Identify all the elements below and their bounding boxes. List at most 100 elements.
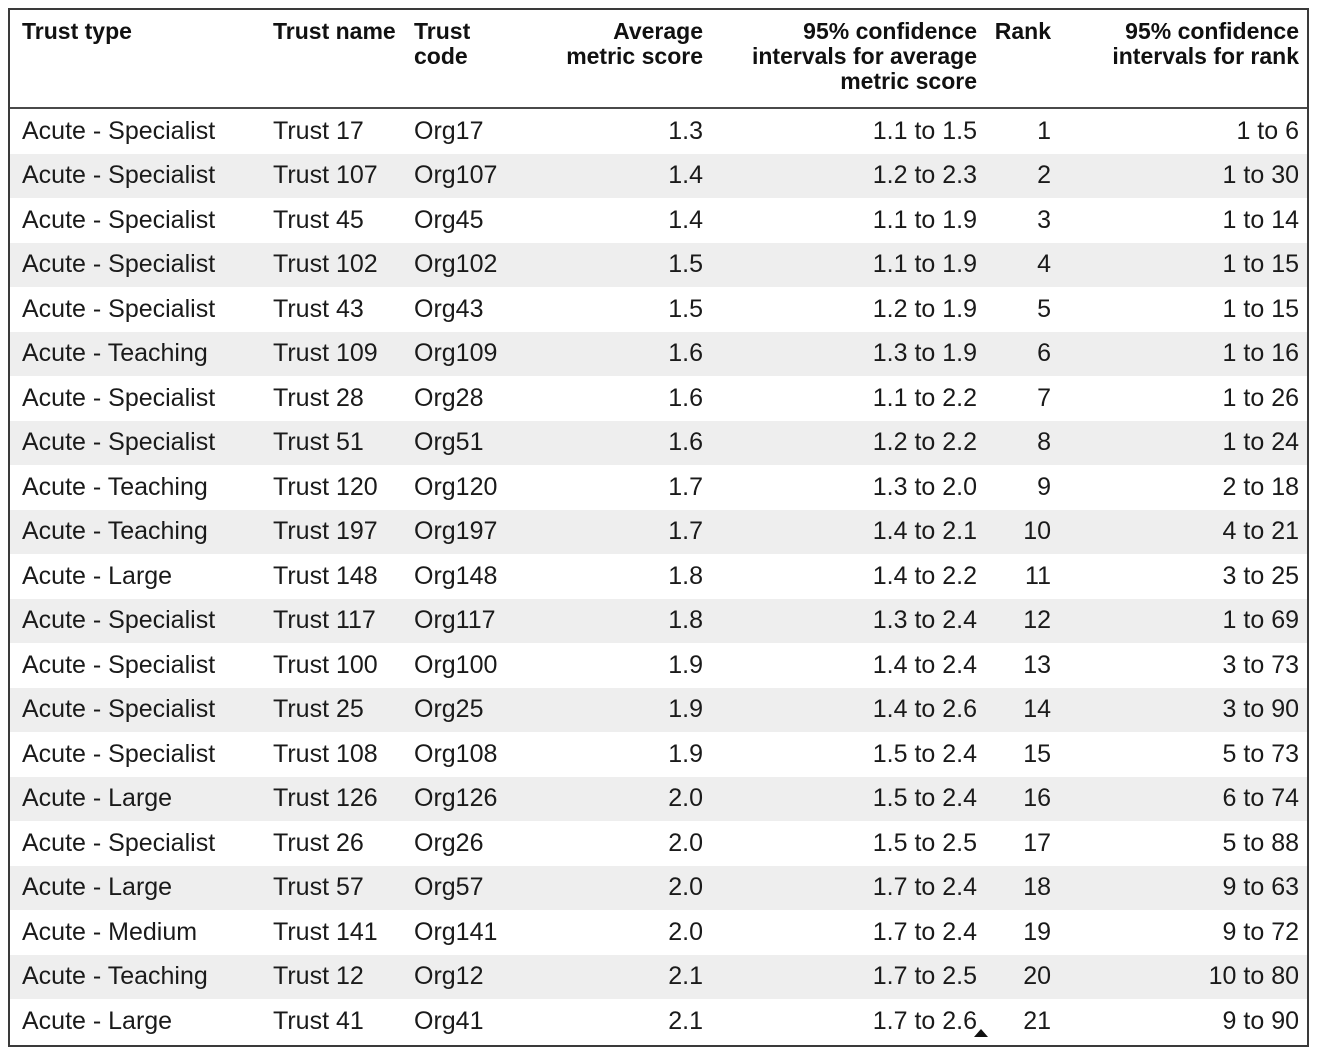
cell-ci-average-metric-score: 1.4 to 2.1: [711, 509, 985, 554]
cell-rank: 20: [985, 954, 1087, 999]
cell-ci-rank: 1 to 15: [1087, 287, 1307, 332]
cell-trust-code: Org197: [406, 509, 512, 554]
cell-rank: 8: [985, 420, 1087, 465]
cell-trust-code: Org26: [406, 821, 512, 866]
cell-ci-rank: 1 to 30: [1087, 153, 1307, 198]
table-row: Acute - Specialist Trust 43 Org43 1.5 1.2 to…: [10, 287, 1307, 332]
cell-ci-average-metric-score: 1.4 to 2.2: [711, 554, 985, 599]
cell-average-metric-score: 2.0: [512, 910, 711, 955]
table-header: Trust type Trust name Trust code Average…: [10, 10, 1307, 109]
cell-rank: 18: [985, 865, 1087, 910]
table-row: Acute - Teaching Trust 120 Org120 1.7 1.3 to…: [10, 465, 1307, 510]
cell-average-metric-score: 1.8: [512, 554, 711, 599]
cell-rank: 3: [985, 198, 1087, 243]
cell-trust-name: Trust 41: [265, 999, 406, 1044]
cell-rank: 5: [985, 287, 1087, 332]
table-row: Acute - Teaching Trust 197 Org197 1.7 1.4 to…: [10, 509, 1307, 554]
cell-trust-type: Acute - Teaching: [10, 331, 265, 376]
header-ci-average-metric-score-label: 95% confidence intervals for average met…: [751, 18, 977, 94]
cell-average-metric-score: 1.9: [512, 643, 711, 688]
cell-trust-code: Org108: [406, 732, 512, 777]
header-trust-name[interactable]: Trust name: [265, 10, 406, 109]
cell-trust-code: Org102: [406, 242, 512, 287]
cell-rank: 10: [985, 509, 1087, 554]
cell-average-metric-score: 1.6: [512, 331, 711, 376]
table-row: Acute - Large Trust 126 Org126 2.0 1.5 to 2.…: [10, 776, 1307, 821]
cell-rank: 12: [985, 598, 1087, 643]
cell-trust-type: Acute - Specialist: [10, 376, 265, 421]
cell-trust-code: Org25: [406, 687, 512, 732]
cell-average-metric-score: 1.6: [512, 376, 711, 421]
cell-ci-average-metric-score: 1.7 to 2.4: [711, 910, 985, 955]
cell-ci-average-metric-score: 1.1 to 1.5: [711, 108, 985, 154]
cell-trust-name: Trust 108: [265, 732, 406, 777]
cell-trust-type: Acute - Specialist: [10, 153, 265, 198]
cell-trust-name: Trust 12: [265, 954, 406, 999]
cell-trust-type: Acute - Specialist: [10, 821, 265, 866]
cell-average-metric-score: 1.5: [512, 242, 711, 287]
table-row: Acute - Specialist Trust 117 Org117 1.8 1.3 …: [10, 598, 1307, 643]
cell-ci-rank: 2 to 18: [1087, 465, 1307, 510]
cell-trust-type: Acute - Large: [10, 999, 265, 1044]
cell-trust-name: Trust 45: [265, 198, 406, 243]
cell-average-metric-score: 2.0: [512, 821, 711, 866]
cell-ci-rank: 3 to 25: [1087, 554, 1307, 599]
cell-trust-name: Trust 25: [265, 687, 406, 732]
cell-rank: 21: [985, 999, 1087, 1044]
cell-trust-code: Org51: [406, 420, 512, 465]
header-trust-type[interactable]: Trust type: [10, 10, 265, 109]
cell-trust-type: Acute - Specialist: [10, 420, 265, 465]
cell-ci-average-metric-score: 1.3 to 2.4: [711, 598, 985, 643]
table-row: Acute - Specialist Trust 26 Org26 2.0 1.5 to…: [10, 821, 1307, 866]
cell-rank: 15: [985, 732, 1087, 777]
cell-trust-code: Org148: [406, 554, 512, 599]
cell-trust-code: Org107: [406, 153, 512, 198]
cell-ci-rank: 6 to 74: [1087, 776, 1307, 821]
cell-ci-average-metric-score: 1.7 to 2.5: [711, 954, 985, 999]
cell-trust-type: Acute - Specialist: [10, 687, 265, 732]
cell-rank: 1: [985, 108, 1087, 154]
cell-ci-average-metric-score: 1.3 to 2.0: [711, 465, 985, 510]
table-row: Acute - Specialist Trust 108 Org108 1.9 1.5 …: [10, 732, 1307, 777]
cell-ci-rank: 1 to 69: [1087, 598, 1307, 643]
table-body: Acute - Specialist Trust 17 Org17 1.3 1.1 to…: [10, 108, 1307, 1044]
cell-trust-name: Trust 100: [265, 643, 406, 688]
cell-rank: 4: [985, 242, 1087, 287]
table-row: Acute - Teaching Trust 109 Org109 1.6 1.3 to…: [10, 331, 1307, 376]
cell-average-metric-score: 1.6: [512, 420, 711, 465]
table-row: Acute - Large Trust 41 Org41 2.1 1.7 to 2.6 2…: [10, 999, 1307, 1044]
cell-trust-type: Acute - Specialist: [10, 598, 265, 643]
cell-trust-name: Trust 120: [265, 465, 406, 510]
cell-trust-name: Trust 57: [265, 865, 406, 910]
sort-ascending-icon[interactable]: [974, 1029, 988, 1037]
cell-trust-code: Org120: [406, 465, 512, 510]
header-ci-average-metric-score[interactable]: 95% confidence intervals for average met…: [711, 10, 985, 109]
cell-ci-average-metric-score: 1.1 to 1.9: [711, 242, 985, 287]
cell-rank: 2: [985, 153, 1087, 198]
cell-average-metric-score: 1.8: [512, 598, 711, 643]
cell-ci-rank: 9 to 90: [1087, 999, 1307, 1044]
cell-trust-code: Org45: [406, 198, 512, 243]
cell-trust-type: Acute - Specialist: [10, 242, 265, 287]
header-rank[interactable]: Rank: [985, 10, 1087, 109]
header-row: Trust type Trust name Trust code Average…: [10, 10, 1307, 109]
cell-trust-name: Trust 197: [265, 509, 406, 554]
cell-trust-name: Trust 107: [265, 153, 406, 198]
cell-trust-type: Acute - Specialist: [10, 198, 265, 243]
cell-rank: 19: [985, 910, 1087, 955]
table-row: Acute - Specialist Trust 51 Org51 1.6 1.2 to…: [10, 420, 1307, 465]
cell-ci-rank: 1 to 15: [1087, 242, 1307, 287]
cell-trust-type: Acute - Specialist: [10, 643, 265, 688]
cell-trust-code: Org100: [406, 643, 512, 688]
cell-trust-code: Org141: [406, 910, 512, 955]
cell-ci-rank: 5 to 73: [1087, 732, 1307, 777]
header-rank-label: Rank: [994, 18, 1051, 44]
header-average-metric-score[interactable]: Average metric score: [512, 10, 711, 109]
cell-ci-rank: 3 to 90: [1087, 687, 1307, 732]
cell-ci-rank: 9 to 72: [1087, 910, 1307, 955]
cell-trust-type: Acute - Large: [10, 865, 265, 910]
header-trust-code[interactable]: Trust code: [406, 10, 512, 109]
header-ci-rank[interactable]: 95% confidence intervals for rank: [1087, 10, 1307, 109]
cell-average-metric-score: 2.0: [512, 865, 711, 910]
cell-trust-code: Org17: [406, 108, 512, 154]
